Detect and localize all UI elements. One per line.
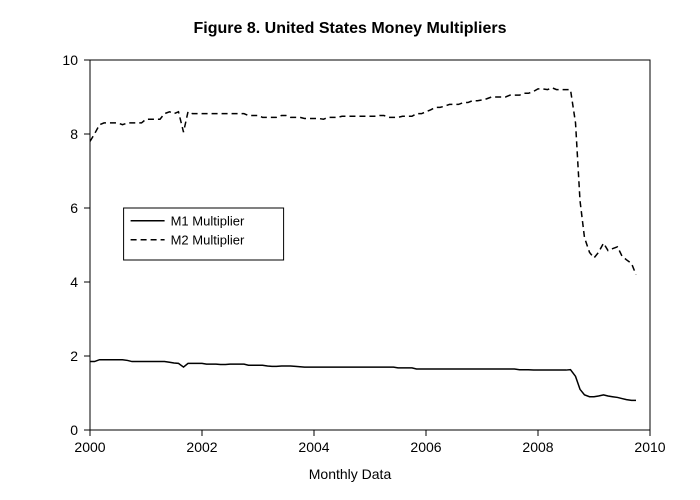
y-tick-label: 8 xyxy=(70,126,78,142)
series-line xyxy=(90,360,636,401)
chart-plot: 2000 2002 2004 2006 2008 2010 0 2 4 6 8 10 M1 Multip… xyxy=(0,0,700,500)
x-tick-label: 2010 xyxy=(634,439,665,455)
x-tick-label: 2004 xyxy=(298,439,329,455)
x-tick-label: 2006 xyxy=(410,439,441,455)
y-tick-label: 10 xyxy=(62,52,78,68)
x-tick-label: 2002 xyxy=(186,439,217,455)
x-axis-label: Monthly Data xyxy=(0,466,700,482)
y-tick-label: 0 xyxy=(70,422,78,438)
x-tick-label: 2008 xyxy=(522,439,553,455)
y-tick-label: 2 xyxy=(70,348,78,364)
y-tick-label: 4 xyxy=(70,274,78,290)
legend-label: M2 Multiplier xyxy=(171,232,245,247)
chart-container: Figure 8. United States Money Multiplier… xyxy=(0,0,700,500)
x-tick-label: 2000 xyxy=(74,439,105,455)
legend-label: M1 Multiplier xyxy=(171,213,245,228)
y-tick-label: 6 xyxy=(70,200,78,216)
